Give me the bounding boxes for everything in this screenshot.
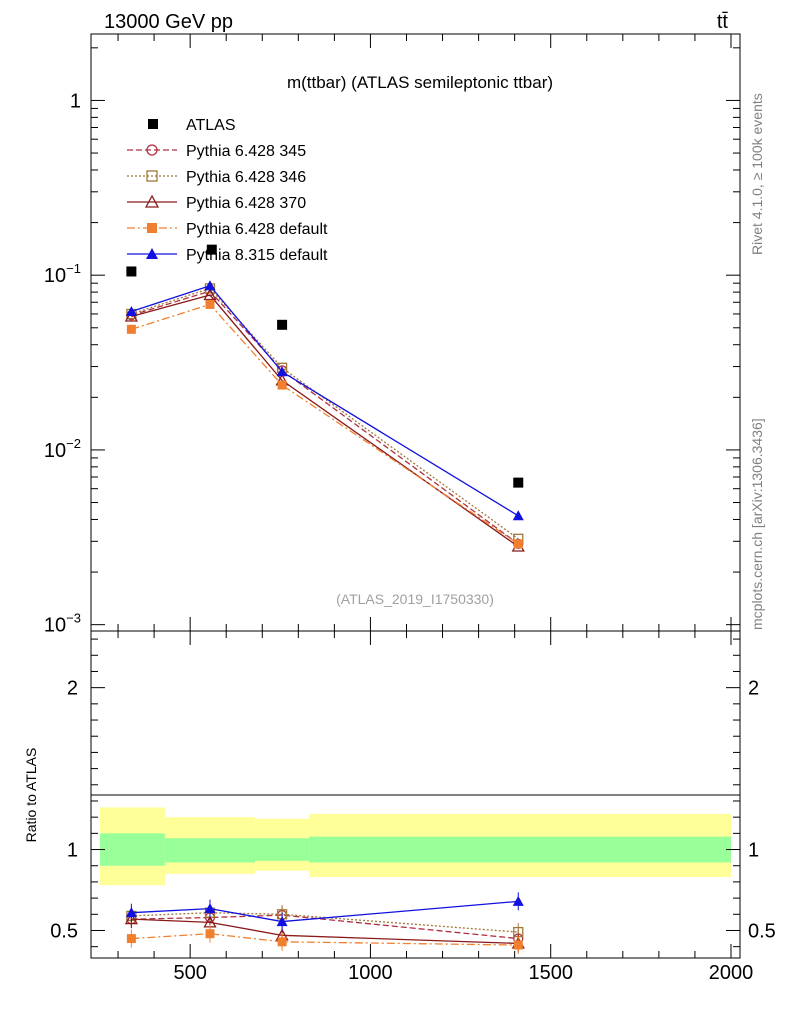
y-tick-label: 1 <box>70 90 81 112</box>
legend-label: Pythia 6.428 default <box>186 221 328 238</box>
legend-label: Pythia 8.315 default <box>186 247 328 264</box>
ratio-series-line <box>131 933 519 946</box>
x-tick-label: 1500 <box>528 962 573 984</box>
legend-label: Pythia 6.428 370 <box>186 195 306 212</box>
ratio-axis-ticks: 0.5 0.5 1 1 2 2 <box>50 638 776 948</box>
ratio-marker <box>204 903 216 914</box>
x-axis-ticks: 500 1000 1500 2000 <box>117 631 754 984</box>
analysis-tag: (ATLAS_2019_I1750330) <box>336 591 494 607</box>
series-marker <box>513 539 523 549</box>
ratio-marker <box>124 912 138 925</box>
ratio-y-tick-label: 0.5 <box>50 920 78 942</box>
data-point <box>277 319 288 330</box>
legend-item: Pythia 6.428 345 <box>127 143 306 160</box>
x-tick-label: 500 <box>173 962 206 984</box>
legend-item: ATLAS <box>148 117 236 134</box>
main-series-group <box>124 280 525 552</box>
series-marker <box>203 288 217 301</box>
data-point <box>513 477 524 488</box>
legend-marker <box>146 170 158 182</box>
legend-data-marker <box>148 119 158 129</box>
series-line <box>131 290 519 545</box>
ratio-y-tick-label-right: 0.5 <box>748 920 776 942</box>
legend-marker <box>144 194 160 208</box>
ratio-y-tick-label: 1 <box>67 840 78 862</box>
legend-marker <box>147 223 157 233</box>
ratio-bands <box>100 807 731 886</box>
uncertainty-band-inner <box>164 838 256 863</box>
ratio-panel: 0.5 0.5 1 1 2 2 Ratio to ATLAS 500 1000 1500 200… <box>23 630 776 984</box>
ratio-marker <box>512 895 524 906</box>
series-line <box>131 284 519 517</box>
data-point <box>126 266 137 277</box>
series-marker <box>205 299 215 309</box>
main-axis-ticks: 10−3 10−2 10−1 1 <box>44 34 740 637</box>
side-label-top: Rivet 4.1.0, ≥ 100k events <box>749 93 765 255</box>
ratio-y-tick-label-right: 2 <box>748 678 759 700</box>
series-marker <box>126 324 136 334</box>
data-point <box>206 244 217 255</box>
ratio-series-line <box>131 914 519 940</box>
series-marker <box>124 309 138 322</box>
series-marker <box>277 380 287 390</box>
main-panel: 10−3 10−2 10−1 1 m(ttbar) (ATLAS semilepton… <box>44 33 741 637</box>
ratio-series-line <box>131 900 519 923</box>
series-line <box>131 294 519 548</box>
energy-label: 13000 GeV pp <box>104 11 233 33</box>
main-data-points <box>126 244 524 488</box>
ratio-y-tick-label-right: 1 <box>748 840 759 862</box>
ratio-ylabel: Ratio to ATLAS <box>23 748 39 843</box>
series-marker <box>125 305 137 316</box>
uncertainty-band-inner <box>309 836 731 863</box>
ratio-y-tick-label: 2 <box>67 678 78 700</box>
series-line <box>131 303 519 545</box>
ratio-frame <box>90 630 741 959</box>
legend-label: Pythia 6.428 346 <box>186 169 306 186</box>
y-tick-label: 10−1 <box>44 261 81 287</box>
y-tick-label: 10−3 <box>44 611 81 637</box>
ratio-series-group <box>124 892 525 955</box>
ratio-series-line <box>131 912 519 933</box>
ratio-series-line <box>131 918 519 945</box>
ratio-marker <box>205 929 215 939</box>
uncertainty-band-inner <box>100 833 165 866</box>
series-marker <box>512 510 524 521</box>
side-label-bottom: mcplots.cern.ch [arXiv:1306.3436] <box>749 418 765 630</box>
series-marker <box>276 366 288 377</box>
legend-item: Pythia 6.428 346 <box>127 169 306 186</box>
process-label: tt̄ <box>717 11 729 33</box>
uncertainty-band-inner <box>255 838 310 861</box>
legend-label: Pythia 6.428 345 <box>186 143 306 160</box>
ratio-marker <box>126 934 136 944</box>
legend-marker <box>146 248 158 259</box>
legend: ATLAS Pythia 6.428 345 Pythia 6.428 346 Pyt… <box>127 117 328 264</box>
legend-item: Pythia 8.315 default <box>127 247 328 264</box>
legend-item: Pythia 6.428 default <box>127 221 328 238</box>
y-tick-label: 10−2 <box>44 436 81 462</box>
ratio-marker <box>513 940 523 950</box>
ratio-marker <box>276 916 288 927</box>
x-tick-label: 2000 <box>709 962 754 984</box>
series-marker <box>204 280 216 291</box>
chart-title: m(ttbar) (ATLAS semileptonic ttbar) <box>287 73 553 92</box>
legend-item: Pythia 6.428 370 <box>127 194 306 212</box>
ratio-marker <box>125 907 137 918</box>
x-tick-label: 1000 <box>348 962 393 984</box>
ratio-marker <box>277 937 287 947</box>
legend-label: ATLAS <box>186 117 236 134</box>
legend-marker <box>146 144 158 156</box>
